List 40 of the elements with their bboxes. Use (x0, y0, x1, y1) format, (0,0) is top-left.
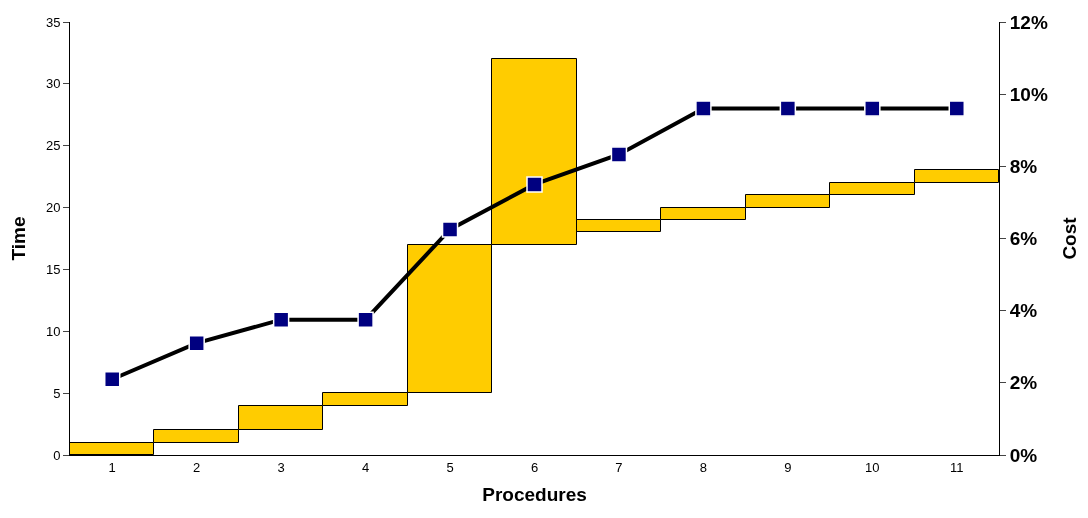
x-tick-label: 7 (615, 459, 623, 475)
point (948, 100, 966, 117)
point (526, 176, 543, 193)
y2-tick-label: 8% (1009, 155, 1038, 177)
y-tick-label: 25 (45, 138, 61, 154)
x-tick-label: 1 (108, 459, 116, 475)
y2-tick-label: 6% (1009, 228, 1038, 250)
x-tick-label: 8 (699, 459, 708, 475)
x-tick-label: 11 (950, 459, 964, 475)
x-tick-label: 4 (361, 459, 370, 475)
y-tick-label: 35 (45, 14, 61, 30)
y-tick-label: 5 (53, 385, 61, 401)
y2-tick-label: 0% (1009, 444, 1038, 466)
y-tick-label: 0 (53, 447, 61, 463)
x-tick-label: 6 (530, 459, 539, 475)
y2-tick-label: 10% (1009, 83, 1048, 105)
y-tick-label: 15 (45, 261, 61, 277)
y2-tick-label: 2% (1009, 372, 1038, 394)
x-tick-label: 9 (784, 459, 792, 475)
point (103, 370, 121, 388)
x-axis-title: Procedures (482, 484, 587, 506)
point (610, 146, 628, 163)
x-tick-label: 2 (193, 459, 201, 475)
point (441, 221, 459, 238)
x-tick-label: 3 (277, 459, 285, 475)
x-tick-label: 10 (865, 459, 880, 475)
y-tick-label: 20 (45, 200, 61, 216)
point (779, 100, 797, 117)
y2-axis-title: Cost (1058, 216, 1080, 260)
point (695, 100, 712, 117)
point (357, 311, 374, 328)
y-tick-label: 10 (45, 323, 61, 339)
y2-tick-label: 4% (1009, 300, 1038, 322)
point (188, 334, 205, 352)
y-axis-title: Time (7, 216, 29, 261)
point (272, 311, 290, 328)
point (864, 100, 881, 117)
y2-tick-label: 12% (1009, 11, 1048, 33)
y-tick-label: 30 (45, 76, 61, 92)
x-tick-label: 5 (446, 459, 454, 475)
